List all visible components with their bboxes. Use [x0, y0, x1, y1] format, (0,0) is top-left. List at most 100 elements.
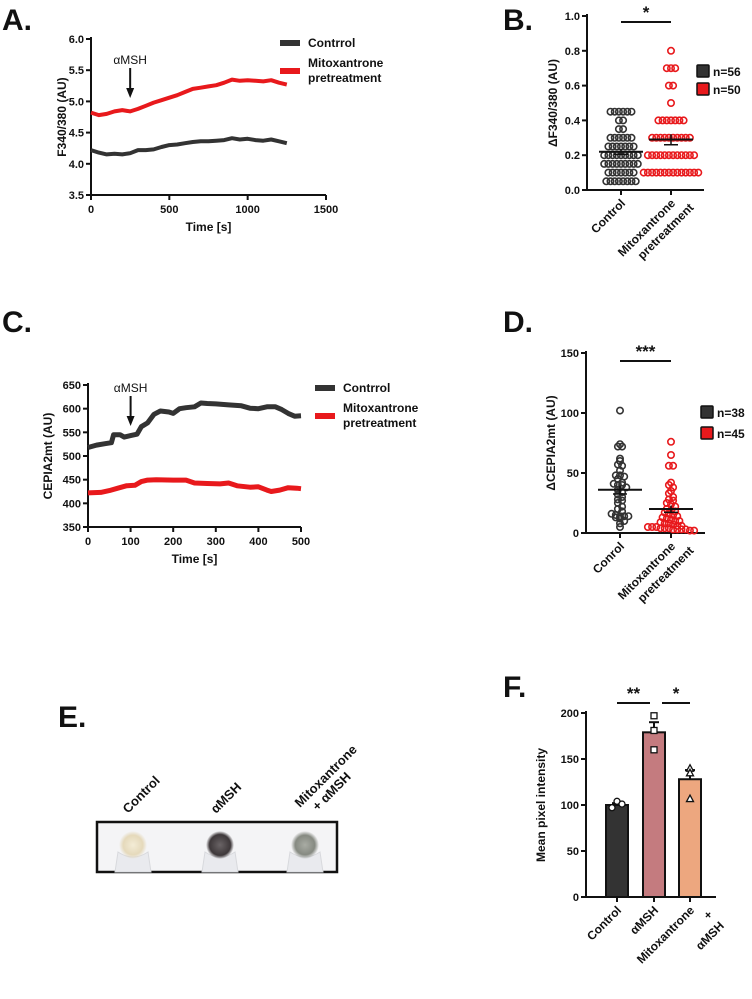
- data-point: [666, 478, 675, 487]
- data-point: [619, 116, 628, 125]
- series-line-mitoxantrone: [90, 77, 288, 118]
- data-point: [621, 168, 630, 177]
- data-point: [677, 133, 686, 142]
- data-point: [614, 125, 623, 134]
- data-point: [604, 168, 613, 177]
- x-tick-label: 100: [121, 536, 139, 548]
- data-point: [662, 116, 671, 125]
- data-point: [627, 133, 636, 142]
- category-label-line: Control: [588, 196, 628, 236]
- category-label: Mitoxantronepretreatment: [615, 532, 697, 614]
- y-axis-label: ΔF340/380 (AU): [546, 59, 560, 147]
- bar: [642, 731, 666, 898]
- data-point: [629, 142, 638, 151]
- data-point: [609, 479, 618, 488]
- y-tick-label: 150: [561, 348, 579, 360]
- data-point: [643, 168, 652, 177]
- series-line-control: [87, 400, 302, 450]
- data-point: [681, 133, 690, 142]
- data-point: [662, 64, 671, 73]
- data-point: [600, 159, 609, 168]
- y-tick-label: 200: [561, 708, 579, 720]
- data-point: [623, 107, 632, 116]
- data-point: [621, 159, 630, 168]
- category-label: Mitoxantronepretreatment: [615, 189, 697, 271]
- data-point: [669, 461, 678, 470]
- y-tick-label: 5.0: [69, 96, 84, 108]
- data-point: [666, 46, 675, 55]
- data-point: [610, 133, 619, 142]
- data-point: [618, 800, 626, 808]
- legend-label-line: Mitoxantrone: [308, 56, 384, 70]
- y-tick-label: 100: [561, 800, 579, 812]
- data-point: [627, 177, 636, 186]
- legend-label-mitoxantrone: Mitoxantrone pretreatment: [343, 401, 419, 430]
- data-point: [629, 168, 638, 177]
- data-point: [615, 454, 624, 463]
- data-point: [660, 524, 669, 533]
- y-tick-label: 1.0: [565, 11, 580, 23]
- data-point: [669, 496, 678, 505]
- x-tick-label: 300: [207, 536, 225, 548]
- arrow-head-icon: [126, 416, 135, 426]
- category-label: Control: [584, 903, 624, 943]
- data-point: [694, 168, 703, 177]
- data-point: [669, 81, 678, 90]
- panel-label: F.: [503, 671, 526, 704]
- y-tick-label: 0.8: [565, 46, 580, 58]
- data-point: [610, 107, 619, 116]
- category-label-line: Conrol: [590, 539, 627, 576]
- data-point: [619, 125, 628, 134]
- data-point: [618, 496, 627, 505]
- legend-swatch: [315, 413, 335, 419]
- data-point: [618, 507, 627, 516]
- category-label-line: +: [701, 907, 716, 922]
- y-tick-label: 550: [63, 427, 81, 439]
- data-point: [614, 107, 623, 116]
- data-point: [612, 168, 621, 177]
- data-point: [648, 522, 657, 531]
- legend-label-line: Mitoxantrone: [343, 401, 419, 415]
- y-tick-label: 100: [561, 408, 579, 420]
- data-point: [619, 107, 628, 116]
- y-axis-label: F340/380 (AU): [55, 77, 69, 156]
- data-point: [620, 472, 629, 481]
- data-point: [679, 116, 688, 125]
- y-axis-label: Mean pixel intensity: [534, 748, 548, 862]
- data-point: [643, 522, 652, 531]
- data-point: [615, 456, 624, 465]
- data-point: [671, 64, 680, 73]
- data-point: [652, 133, 661, 142]
- data-point: [608, 142, 617, 151]
- data-point: [625, 168, 634, 177]
- legend-swatch: [280, 68, 300, 74]
- data-point: [625, 159, 634, 168]
- significance-stars: *: [673, 684, 680, 703]
- legend-swatch: [700, 426, 714, 440]
- y-tick-label: 50: [567, 846, 579, 858]
- data-point: [656, 133, 665, 142]
- legend-swatch: [280, 40, 300, 46]
- data-point: [690, 151, 699, 160]
- data-point: [606, 133, 615, 142]
- bar: [605, 804, 629, 898]
- y-tick-label: 600: [63, 404, 81, 416]
- legend-label: n=56: [713, 65, 741, 79]
- y-tick-label: 4.5: [69, 128, 84, 140]
- y-tick-label: 0.4: [565, 115, 581, 127]
- data-point: [660, 151, 669, 160]
- data-point: [681, 168, 690, 177]
- legend-label: n=45: [717, 427, 745, 441]
- data-point: [666, 450, 675, 459]
- data-point: [639, 168, 648, 177]
- data-point: [666, 437, 675, 446]
- data-point: [669, 133, 678, 142]
- y-tick-label: 350: [63, 522, 81, 534]
- x-tick-label: 500: [292, 536, 310, 548]
- data-point: [652, 151, 661, 160]
- data-point: [666, 116, 675, 125]
- y-tick-label: 0: [573, 892, 579, 904]
- data-point: [621, 142, 630, 151]
- data-point: [656, 151, 665, 160]
- data-point: [627, 107, 636, 116]
